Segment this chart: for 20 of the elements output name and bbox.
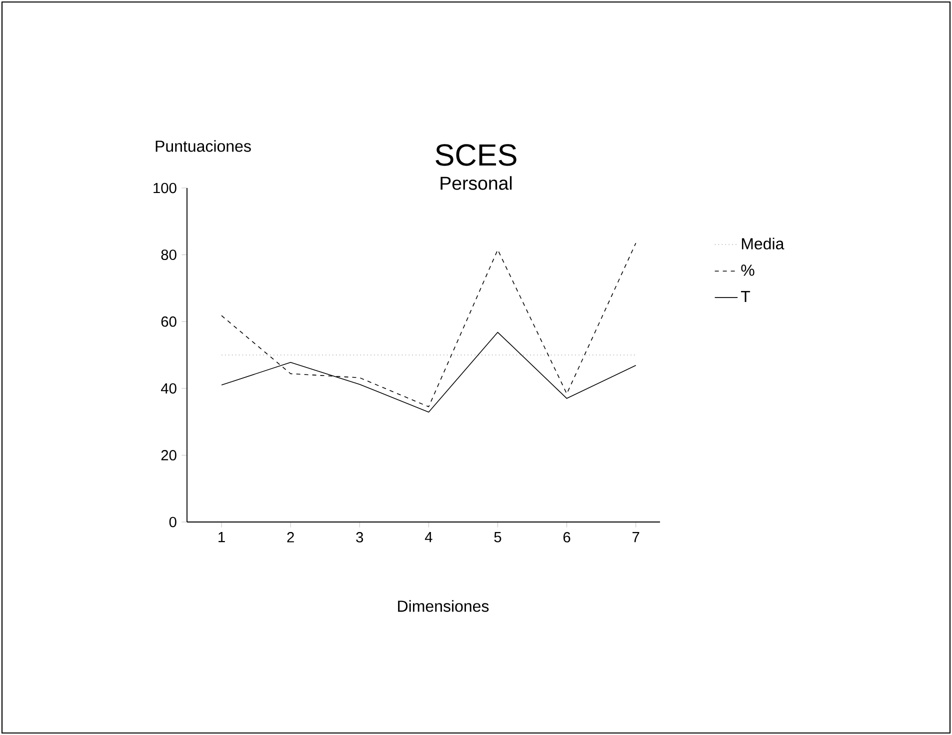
x-tick-label: 2 [287, 532, 294, 542]
y-tick-label: 60 [161, 316, 176, 327]
legend-label: % [741, 264, 754, 276]
chart-subtitle: Personal [440, 176, 512, 190]
y-tick-label: 100 [154, 182, 176, 194]
x-tick-label: 6 [563, 532, 570, 542]
x-tick-label: 7 [632, 532, 640, 542]
x-tick-label: 1 [218, 532, 225, 542]
chart-title: SCES [436, 144, 516, 166]
legend-label: T [741, 291, 750, 302]
x-tick-label: 4 [424, 532, 432, 542]
x-tick-label: 3 [356, 532, 364, 542]
y-tick-label: 80 [161, 250, 176, 260]
y-tick-label: 20 [161, 450, 176, 460]
x-tick-label: 5 [494, 532, 502, 542]
y-tick-label: 40 [160, 383, 176, 394]
legend-label: Media [742, 238, 784, 250]
y-axis-title: Puntuaciones [156, 140, 251, 152]
x-axis-title: Dimensiones [398, 600, 489, 612]
y-tick-label: 0 [169, 516, 176, 528]
